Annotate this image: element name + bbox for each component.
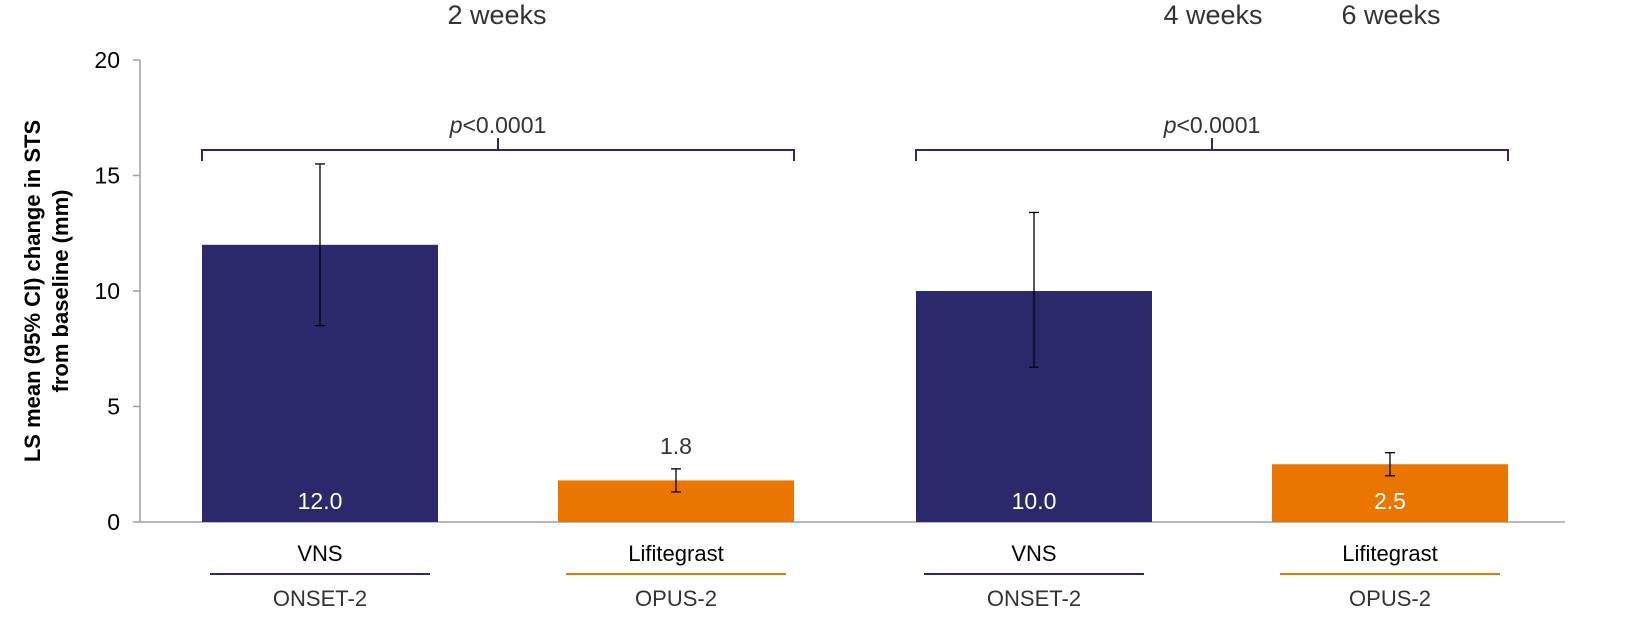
y-tick-label: 15 xyxy=(94,163,120,189)
p-symbol: p xyxy=(449,112,463,138)
data-label: 10.0 xyxy=(1012,488,1057,514)
significance-bracket xyxy=(915,138,1509,161)
x-category-label: Lifitegrast xyxy=(1342,541,1437,566)
study-label: ONSET-2 xyxy=(987,586,1081,611)
study-label: ONSET-2 xyxy=(273,586,367,611)
p-value: <0.0001 xyxy=(1177,112,1261,138)
timepoint-label: 2 weeks xyxy=(447,0,546,30)
timepoint-label: 4 weeks xyxy=(1163,0,1262,30)
timepoint-label: 6 weeks xyxy=(1341,0,1440,30)
y-axis-title: LS mean (95% CI) change in STS from base… xyxy=(20,120,73,462)
p-value-label: p<0.0001 xyxy=(449,112,547,138)
y-tick-label: 10 xyxy=(94,278,120,304)
x-category-label: VNS xyxy=(297,541,342,566)
study-label: OPUS-2 xyxy=(635,586,717,611)
p-symbol: p xyxy=(1163,112,1177,138)
y-tick-label: 5 xyxy=(107,394,120,420)
study-label: OPUS-2 xyxy=(1349,586,1431,611)
x-category-label: Lifitegrast xyxy=(628,541,723,566)
y-axis-title-line-2: from baseline (mm) xyxy=(48,190,73,393)
p-value: <0.0001 xyxy=(463,112,547,138)
significance-bracket xyxy=(201,138,795,161)
data-label: 12.0 xyxy=(298,488,343,514)
y-axis-title-line-1: LS mean (95% CI) change in STS xyxy=(20,120,45,462)
y-tick-label: 0 xyxy=(107,509,120,535)
x-category-label: VNS xyxy=(1011,541,1056,566)
data-label: 1.8 xyxy=(660,433,692,459)
p-value-label: p<0.0001 xyxy=(1163,112,1261,138)
data-label: 2.5 xyxy=(1374,488,1406,514)
y-tick-label: 20 xyxy=(94,47,120,73)
